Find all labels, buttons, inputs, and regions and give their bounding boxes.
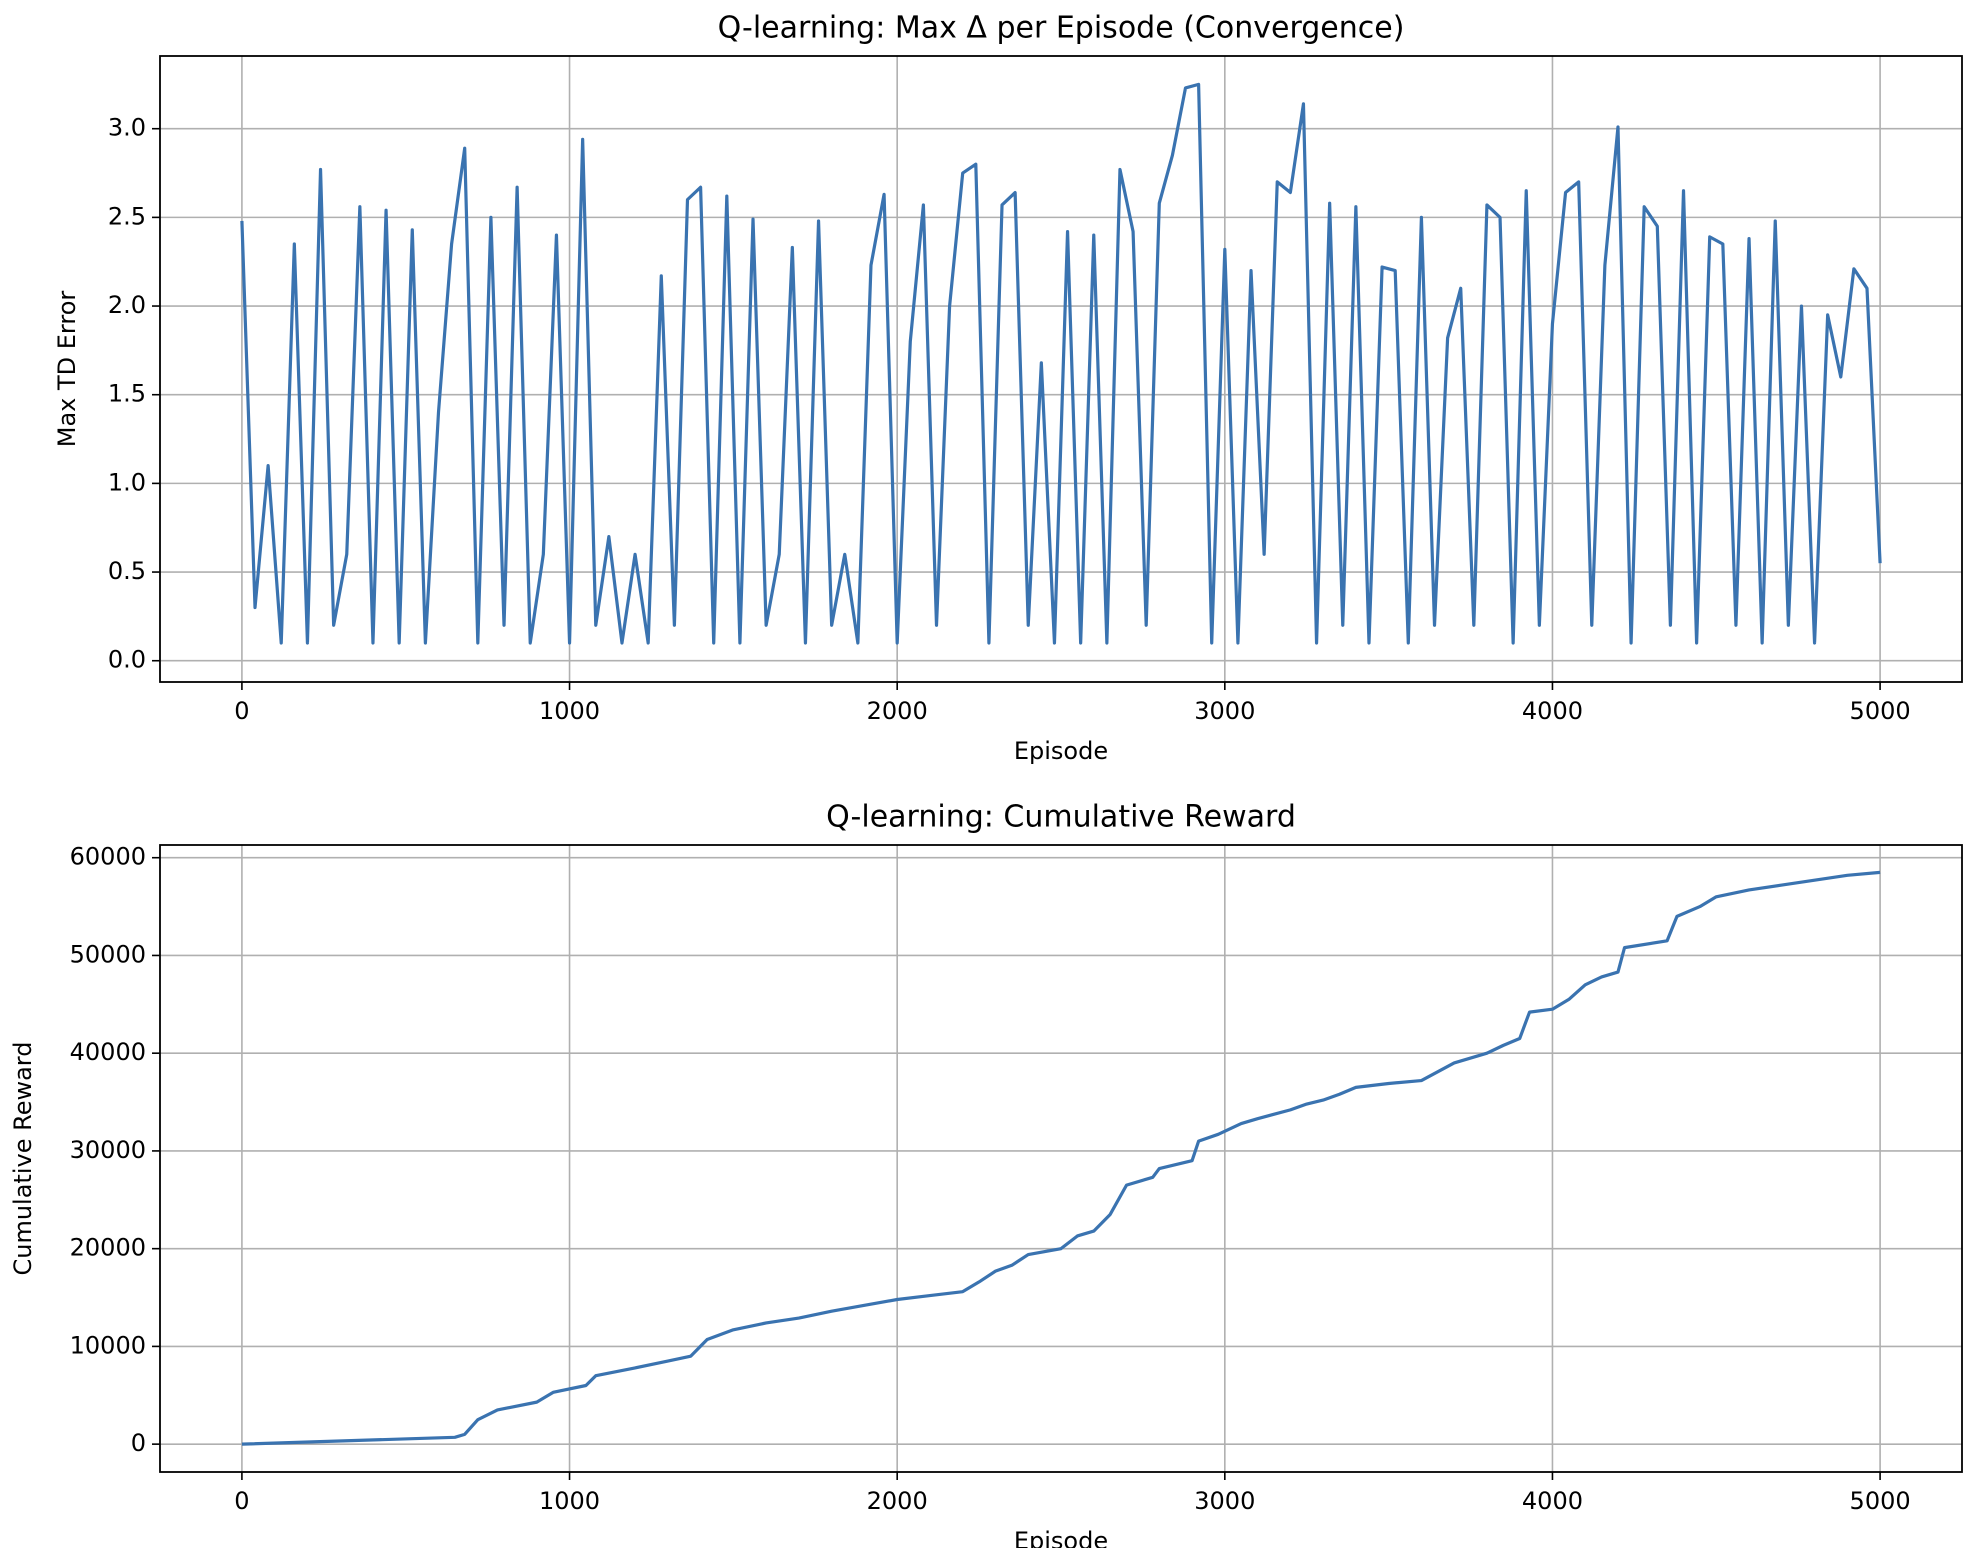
chart-title: Q-learning: Max Δ per Episode (Convergen… xyxy=(718,11,1405,46)
y-tick-label: 60000 xyxy=(70,843,146,871)
y-axis-label: Max TD Error xyxy=(53,291,81,448)
x-axis-label: Episode xyxy=(1014,737,1108,765)
y-tick-label: 10000 xyxy=(70,1331,146,1359)
data-line xyxy=(240,82,1882,645)
x-tick-label: 1000 xyxy=(539,1487,600,1515)
y-tick-label: 0.5 xyxy=(108,557,146,585)
y-tick-label: 3.0 xyxy=(108,114,146,142)
y-tick-label: 30000 xyxy=(70,1136,146,1164)
x-tick-label: 4000 xyxy=(1522,697,1583,725)
y-tick-label: 40000 xyxy=(70,1038,146,1066)
y-tick-label: 50000 xyxy=(70,940,146,968)
x-tick-label: 3000 xyxy=(1194,697,1255,725)
y-tick-label: 1.5 xyxy=(108,380,146,408)
x-tick-label: 0 xyxy=(234,697,249,725)
y-tick-label: 20000 xyxy=(70,1234,146,1262)
x-tick-label: 5000 xyxy=(1850,1487,1911,1515)
x-tick-label: 1000 xyxy=(539,697,600,725)
y-tick-label: 2.0 xyxy=(108,291,146,319)
y-axis-label: Cumulative Reward xyxy=(9,1042,37,1276)
y-tick-label: 0 xyxy=(131,1429,146,1457)
x-tick-label: 4000 xyxy=(1522,1487,1583,1515)
y-tick-label: 2.5 xyxy=(108,202,146,230)
chart-title: Q-learning: Cumulative Reward xyxy=(826,800,1296,835)
axes-frame xyxy=(159,844,1963,1473)
axes-frame xyxy=(159,55,1963,683)
x-tick-label: 2000 xyxy=(867,1487,928,1515)
x-tick-label: 5000 xyxy=(1850,697,1911,725)
y-tick-label: 1.0 xyxy=(108,468,146,496)
y-tick-label: 0.0 xyxy=(108,646,146,674)
x-axis-label: Episode xyxy=(1014,1527,1108,1548)
data-line xyxy=(241,870,1881,1446)
x-tick-label: 3000 xyxy=(1194,1487,1255,1515)
x-tick-label: 2000 xyxy=(867,697,928,725)
x-tick-label: 0 xyxy=(234,1487,249,1515)
